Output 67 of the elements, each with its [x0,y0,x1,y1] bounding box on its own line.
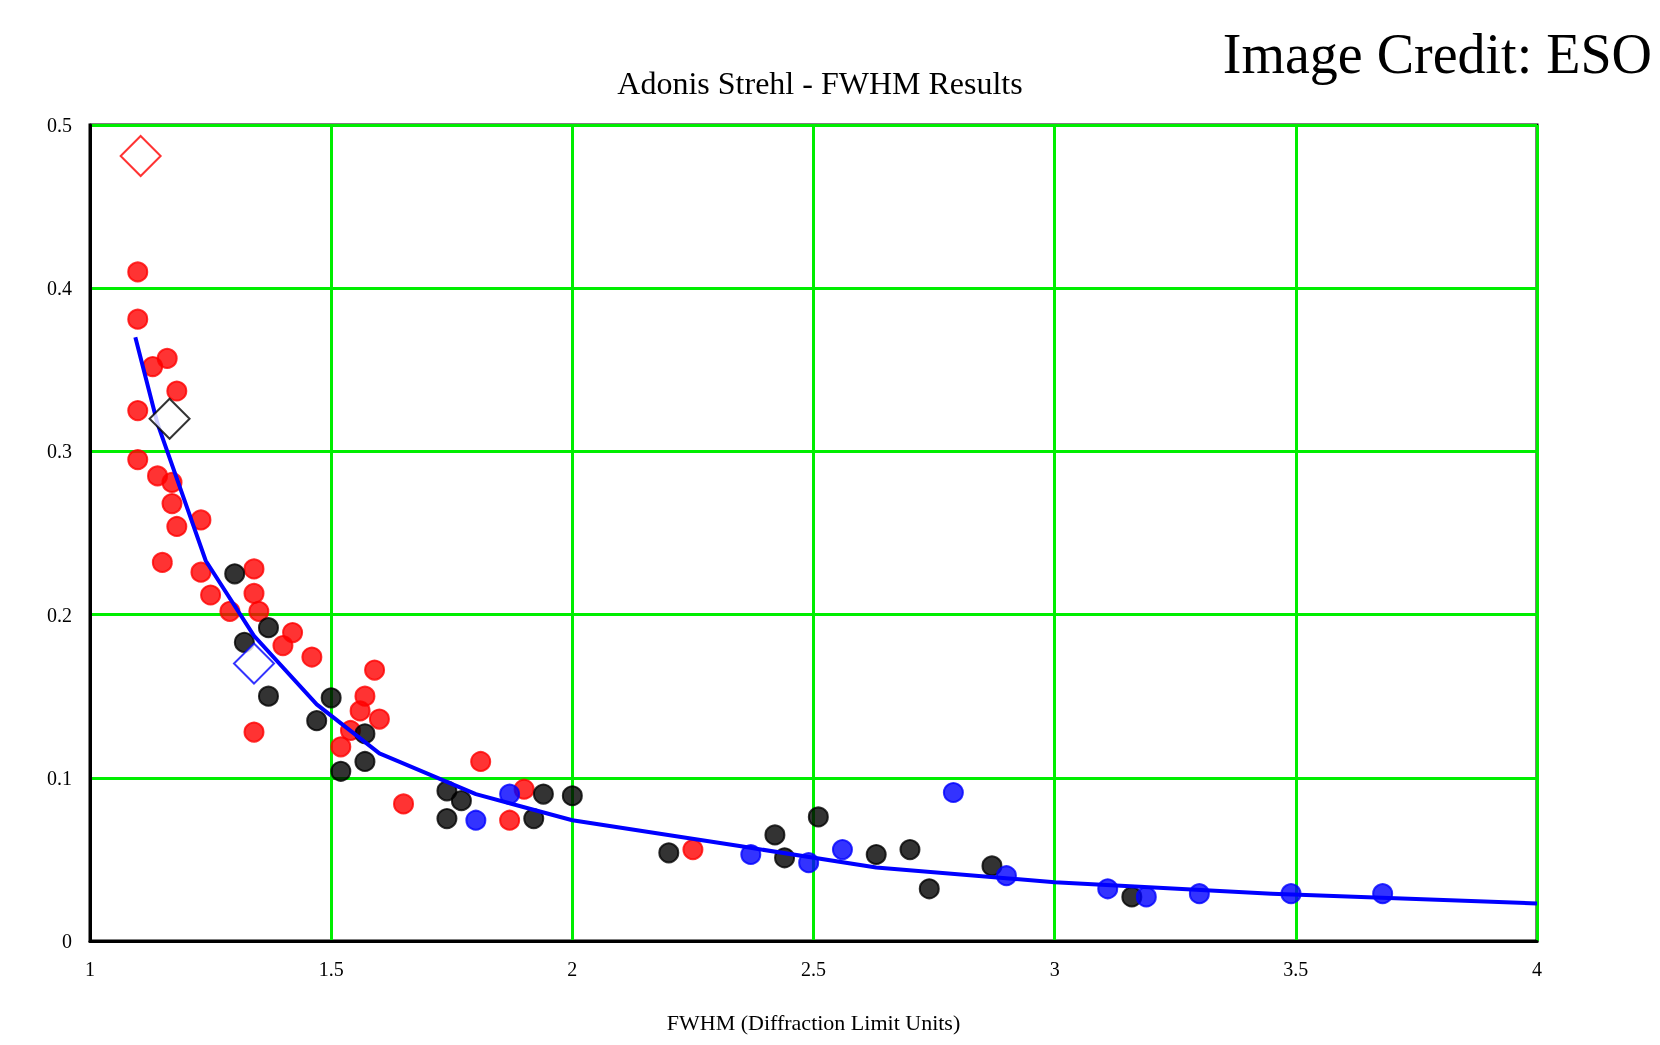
point [243,558,265,580]
text: Image Credit: ESO [1222,22,1652,86]
point [161,493,183,515]
point [282,622,304,644]
point [127,400,149,422]
chart-title: Adonis Strehl - FWHM Results [617,65,1023,101]
point [232,642,275,685]
point [368,708,390,730]
point [151,551,173,573]
point [470,750,492,772]
point [257,617,279,639]
x-axis-title: FWHM (Diffraction Limit Units) [666,1009,961,1035]
point [119,135,162,178]
point [561,785,583,807]
y-tick-label: 0.4 [47,277,72,300]
point [354,750,376,772]
point [532,783,554,805]
point [658,842,680,864]
point [450,790,472,812]
point [436,808,458,830]
point [499,783,521,805]
point [330,760,352,782]
point [257,685,279,707]
point [200,584,222,606]
point [166,515,188,537]
point [306,710,328,732]
point [364,659,386,681]
line-series [133,335,1539,906]
y-tick-label: 0.1 [47,766,72,789]
point [764,824,786,846]
x-tick-label: 1.5 [318,958,344,980]
x-tick-label: 2 [567,958,578,980]
point [243,582,265,604]
x-tick-label: 4 [1532,958,1542,980]
point [330,736,352,758]
point [682,839,704,861]
point [831,839,853,861]
x-tick-label: 3 [1049,958,1060,980]
point [349,700,371,722]
y-tick-label: 0.2 [47,603,72,626]
x-tick-label: 1 [85,958,95,980]
point [807,806,829,828]
point [166,380,188,402]
y-tick-label: 0 [62,930,72,952]
y-tick-label: 0.5 [47,114,72,136]
point [301,646,323,668]
point [127,261,149,283]
point [248,600,270,622]
point [942,781,964,803]
y-tick-label: 0.3 [47,440,72,463]
x-tick-label: 2.5 [801,958,826,980]
point [918,878,940,900]
point [865,844,887,865]
point [1135,886,1157,908]
point [127,449,149,471]
point [465,809,487,831]
point [190,561,212,583]
point [243,721,265,743]
point [899,839,921,861]
point [320,687,342,709]
point [499,809,521,831]
x-tick-label: 3.5 [1283,958,1309,980]
point [156,347,178,369]
point [148,397,191,440]
point [127,308,149,330]
point [393,793,415,815]
point [224,563,246,585]
